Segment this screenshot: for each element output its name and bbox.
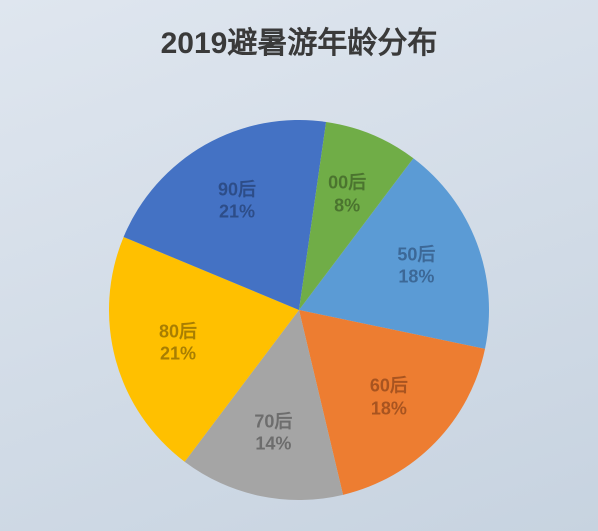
slice-label-2: 70后14% xyxy=(254,410,292,455)
pie-plot xyxy=(109,120,489,500)
slice-name: 90后 xyxy=(218,178,256,201)
slice-name: 60后 xyxy=(370,375,408,398)
slice-label-4: 90后21% xyxy=(218,178,256,223)
slice-name: 50后 xyxy=(397,243,435,266)
slice-label-5: 00后8% xyxy=(328,172,366,217)
slice-name: 80后 xyxy=(159,320,197,343)
slice-label-3: 80后21% xyxy=(159,320,197,365)
slice-percent: 18% xyxy=(370,397,408,420)
pie-svg xyxy=(109,120,489,500)
slice-label-1: 60后18% xyxy=(370,375,408,420)
slice-name: 00后 xyxy=(328,172,366,195)
slice-percent: 8% xyxy=(328,194,366,217)
slice-percent: 14% xyxy=(254,433,292,456)
slice-percent: 21% xyxy=(159,343,197,366)
slice-name: 70后 xyxy=(254,410,292,433)
pie-chart-container: 2019避暑游年龄分布 50后18%60后18%70后14%80后21%90后2… xyxy=(0,0,598,531)
chart-title: 2019避暑游年龄分布 xyxy=(0,18,598,62)
slice-percent: 21% xyxy=(218,201,256,224)
slice-percent: 18% xyxy=(397,266,435,289)
slice-label-0: 50后18% xyxy=(397,243,435,288)
